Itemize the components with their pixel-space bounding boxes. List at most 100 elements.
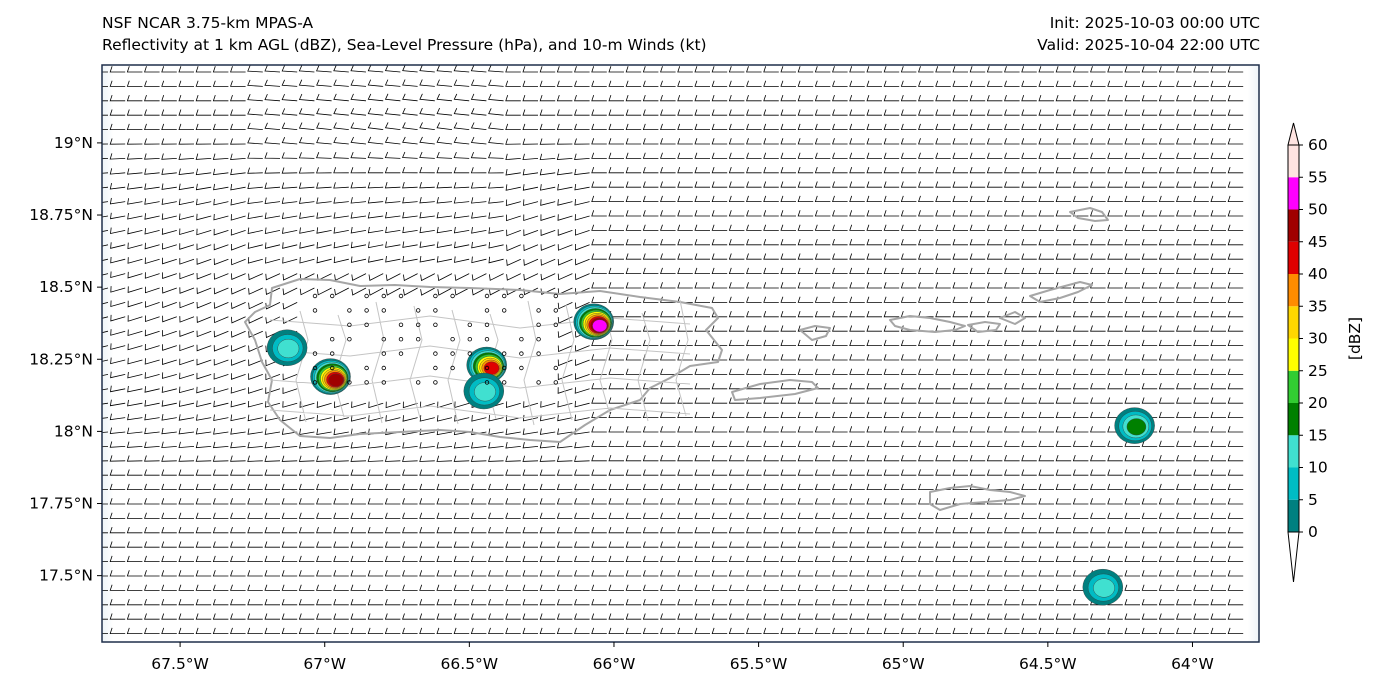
calm-marker: [312, 351, 318, 356]
calm-marker: [519, 351, 524, 356]
anegada-coastline: [1069, 207, 1109, 222]
calm-marker: [502, 351, 507, 356]
lat-tick-label: 17.75°N: [29, 495, 93, 513]
calm-marker: [433, 380, 438, 385]
calm-marker: [433, 293, 438, 299]
colorbar-tick-label: 55: [1308, 168, 1328, 186]
map-frame: [101, 64, 1260, 643]
calm-marker: [312, 293, 318, 299]
init-time: Init: 2025-10-03 00:00 UTC: [1049, 14, 1260, 32]
reflectivity-contour: [277, 338, 300, 359]
st-thomas-coastline: [889, 315, 966, 333]
reflectivity-contour: [328, 373, 344, 387]
puerto-rico-coastline: [244, 278, 723, 443]
calm-marker: [364, 293, 369, 299]
calm-marker: [502, 380, 507, 385]
calm-marker: [330, 365, 335, 371]
latitude-ticks: 17.5°N 17.75°N 18°N 18.25°N 18.5°N 18.75°N 19°…: [29, 134, 102, 585]
field-description: Reflectivity at 1 km AGL (dBZ), Sea-Leve…: [102, 36, 707, 54]
colorbar-tick-label: 40: [1308, 265, 1328, 283]
calm-marker: [381, 351, 386, 356]
calm-marker: [484, 293, 490, 299]
culebra-coastline: [799, 325, 831, 341]
calm-marker: [347, 380, 352, 385]
colorbar-tick-label: 45: [1308, 233, 1328, 251]
calm-marker: [519, 365, 524, 371]
calm-marker: [433, 351, 438, 356]
calm-marker: [536, 337, 541, 342]
wind-barbs: [102, 65, 1244, 634]
longitude-ticks: 67.5°W 67°W 66.5°W 66°W 65.5°W 65°W 64.5°W 64°W: [151, 642, 1214, 673]
calm-marker: [450, 337, 455, 342]
calm-marker: [433, 322, 438, 327]
lat-tick-label: 19°N: [54, 134, 93, 152]
calm-marker: [467, 351, 472, 356]
calm-marker: [553, 365, 558, 371]
calm-marker: [364, 322, 369, 327]
calm-marker: [484, 337, 490, 342]
calm-marker: [381, 293, 386, 299]
calm-marker: [553, 380, 558, 385]
reflectivity-contour: [474, 382, 496, 402]
colorbar-tick-label: 60: [1308, 136, 1328, 154]
calm-marker: [553, 322, 558, 327]
reflectivity-cell: [266, 329, 308, 366]
calm-marker: [416, 322, 421, 327]
colorbar-segment: [1288, 370, 1299, 403]
calm-marker: [347, 322, 352, 327]
lat-tick-label: 18.75°N: [29, 206, 93, 224]
title-right: Init: 2025-10-03 00:00 UTC Valid: 2025-1…: [1037, 12, 1260, 56]
coastlines: [244, 207, 1109, 511]
lat-tick-label: 18.25°N: [29, 350, 93, 368]
calm-marker: [330, 337, 335, 342]
calm-marker: [364, 380, 369, 385]
calm-marker: [330, 293, 335, 299]
calm-marker: [450, 365, 455, 371]
calm-marker: [484, 308, 490, 313]
colorbar-tick-label: 35: [1308, 297, 1328, 315]
colorbar-segment: [1288, 274, 1299, 307]
lon-tick-label: 67°W: [303, 655, 346, 673]
colorbar-segment: [1288, 435, 1299, 468]
calm-marker: [398, 322, 404, 327]
lon-tick-label: 65.5°W: [730, 655, 788, 673]
reflectivity-contour: [1093, 578, 1115, 598]
calm-marker: [347, 337, 352, 342]
calm-marker: [536, 380, 541, 385]
calm-marker: [381, 365, 386, 371]
calm-marker: [467, 322, 472, 327]
calm-marker: [502, 293, 507, 299]
calm-marker: [433, 308, 438, 313]
st-croix-coastline: [929, 485, 1026, 511]
colorbar-tick-label: 15: [1308, 426, 1328, 444]
colorbar-over-extension: [1287, 122, 1300, 146]
colorbar-segment: [1288, 241, 1299, 274]
calm-marker: [553, 308, 558, 313]
model-title: NSF NCAR 3.75-km MPAS-A: [102, 14, 314, 32]
reflectivity-contour: [483, 361, 500, 375]
calm-marker: [398, 351, 404, 356]
colorbar-label: [dBZ]: [1346, 317, 1364, 360]
vieques-coastline: [731, 379, 819, 401]
colorbar-segment: [1288, 467, 1299, 500]
reflectivity-cell: [573, 303, 614, 340]
calm-marker: [484, 380, 490, 385]
colorbar-tick-label: 20: [1308, 394, 1328, 412]
calm-marker: [484, 322, 490, 327]
calm-marker: [381, 337, 386, 342]
lon-tick-label: 67.5°W: [151, 655, 209, 673]
calm-marker: [502, 365, 507, 371]
lat-tick-label: 18.5°N: [39, 278, 93, 296]
calm-marker: [502, 308, 507, 313]
calm-marker: [467, 337, 472, 342]
calm-marker: [312, 380, 318, 385]
colorbar-tick-label: 0: [1308, 523, 1318, 541]
st-john-coastline: [967, 321, 1001, 333]
tortola-coastline: [999, 311, 1026, 325]
reflectivity-cell: [1114, 407, 1155, 444]
colorbar-segment: [1288, 209, 1299, 242]
calm-marker: [381, 308, 386, 313]
colorbar-segment: [1288, 145, 1299, 178]
calm-marker: [484, 365, 490, 371]
